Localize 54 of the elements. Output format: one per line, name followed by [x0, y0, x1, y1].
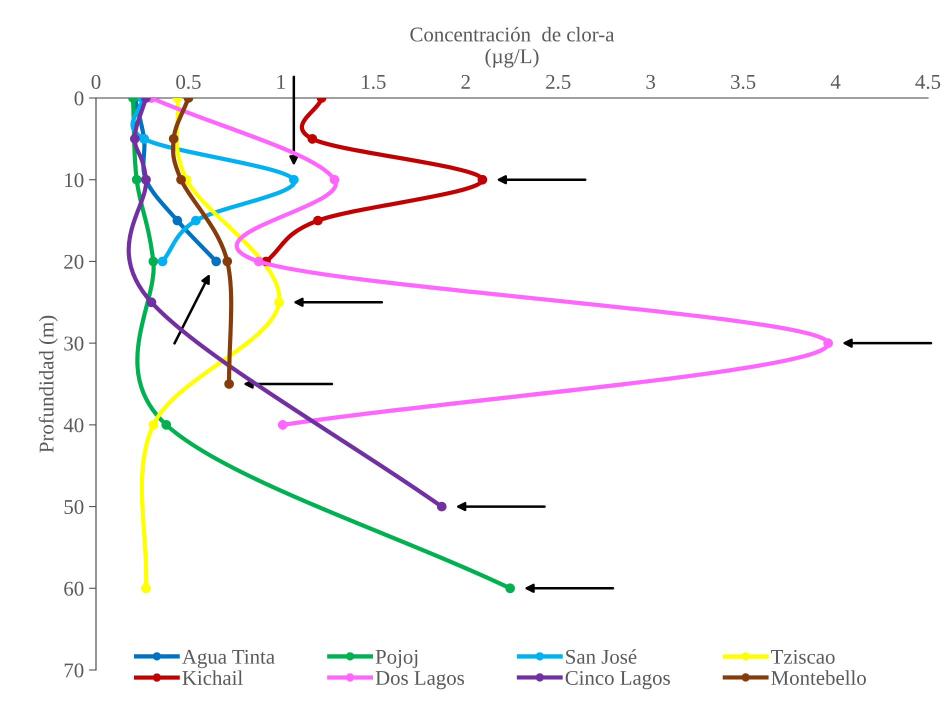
- legend-label: Agua Tinta: [182, 650, 275, 668]
- legend-label: San José: [566, 649, 636, 664]
- point: [278, 420, 288, 430]
- y-tick-label: 0: [74, 91, 84, 106]
- x-tick-label: 4: [830, 74, 840, 89]
- y-tick-label: 60: [64, 582, 84, 596]
- x-tick-label: 0: [92, 74, 100, 89]
- y-tick-label: 70: [64, 663, 84, 678]
- y-axis-title: Profundidad (m): [38, 316, 58, 453]
- point: [288, 174, 299, 185]
- point: [505, 583, 516, 594]
- point: [254, 256, 264, 266]
- point: [190, 216, 201, 226]
- point: [274, 297, 284, 308]
- point: [146, 297, 156, 308]
- point: [132, 174, 142, 185]
- legend-label: Dos Lagos: [376, 671, 464, 690]
- point: [161, 420, 172, 430]
- point: [313, 216, 323, 226]
- x-tick-label: 2: [461, 74, 470, 89]
- point: [478, 174, 488, 185]
- x-tick-label: 0.5: [176, 74, 201, 89]
- y-tick-label: 30: [64, 336, 84, 351]
- x-axis-title: Concentración de clor-a (µg/L): [410, 26, 614, 68]
- legend-label: Montebello: [771, 670, 866, 685]
- point: [224, 379, 234, 389]
- point: [823, 338, 834, 348]
- x-tick-label: 4.5: [915, 74, 940, 89]
- legend-label: Tziscao: [771, 650, 835, 664]
- point: [148, 420, 158, 430]
- x-tick-label: 3: [646, 74, 656, 89]
- x-tick-label: 3.5: [731, 74, 756, 89]
- point: [148, 256, 158, 266]
- point: [211, 256, 222, 266]
- point: [176, 174, 186, 185]
- legend-label: Cinco Lagos: [566, 670, 670, 690]
- point: [436, 502, 447, 512]
- legend-label: Kichail: [182, 670, 243, 686]
- point: [307, 134, 318, 144]
- x-tick-label: 2.5: [546, 74, 570, 89]
- x-tick-label: 1.5: [362, 74, 386, 89]
- legend-label: Pojoj: [376, 650, 418, 668]
- point: [330, 174, 340, 185]
- point: [141, 583, 151, 594]
- point: [158, 256, 168, 266]
- point: [168, 134, 179, 144]
- point: [172, 216, 182, 226]
- point: [222, 256, 232, 266]
- y-tick-label: 40: [64, 418, 84, 432]
- y-tick-label: 20: [64, 254, 84, 269]
- y-tick-label: 10: [65, 173, 84, 188]
- y-tick-label: 50: [64, 500, 84, 514]
- point: [130, 134, 140, 144]
- x-tick-label: 1: [278, 74, 285, 89]
